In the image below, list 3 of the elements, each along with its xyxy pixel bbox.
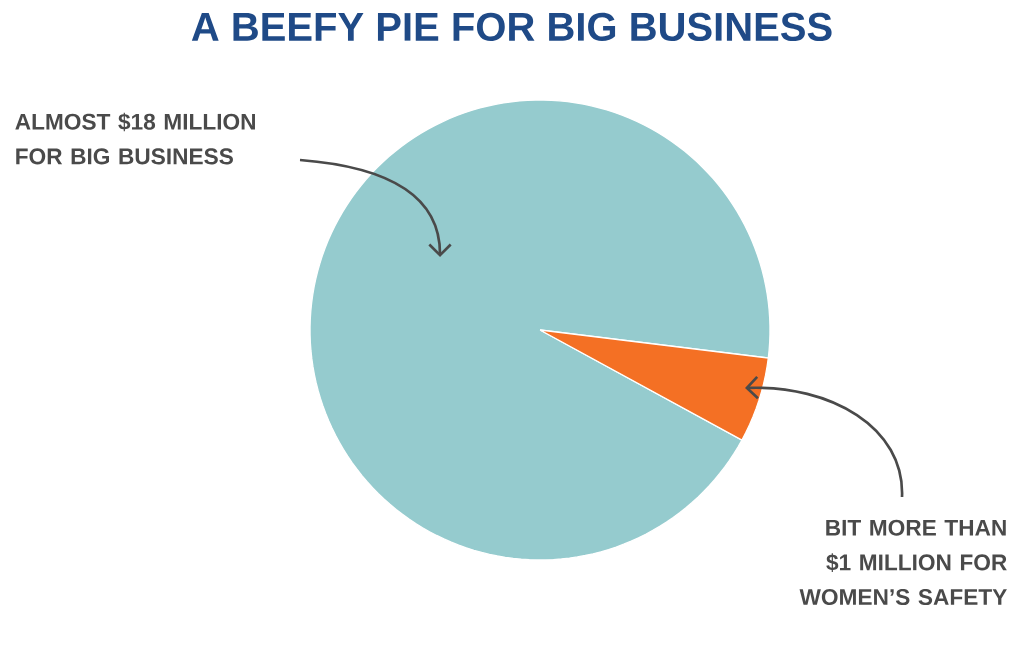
slice-label: BIT MORE THAN $1 MILLION FOR WOMEN’S SAFETY <box>799 519 1007 606</box>
slice-label: ALMOST $18 MILLION FOR BIG BUSINESS <box>15 112 255 165</box>
chart-title: A BEEFY PIE FOR BIG BUSINESS <box>191 12 832 42</box>
